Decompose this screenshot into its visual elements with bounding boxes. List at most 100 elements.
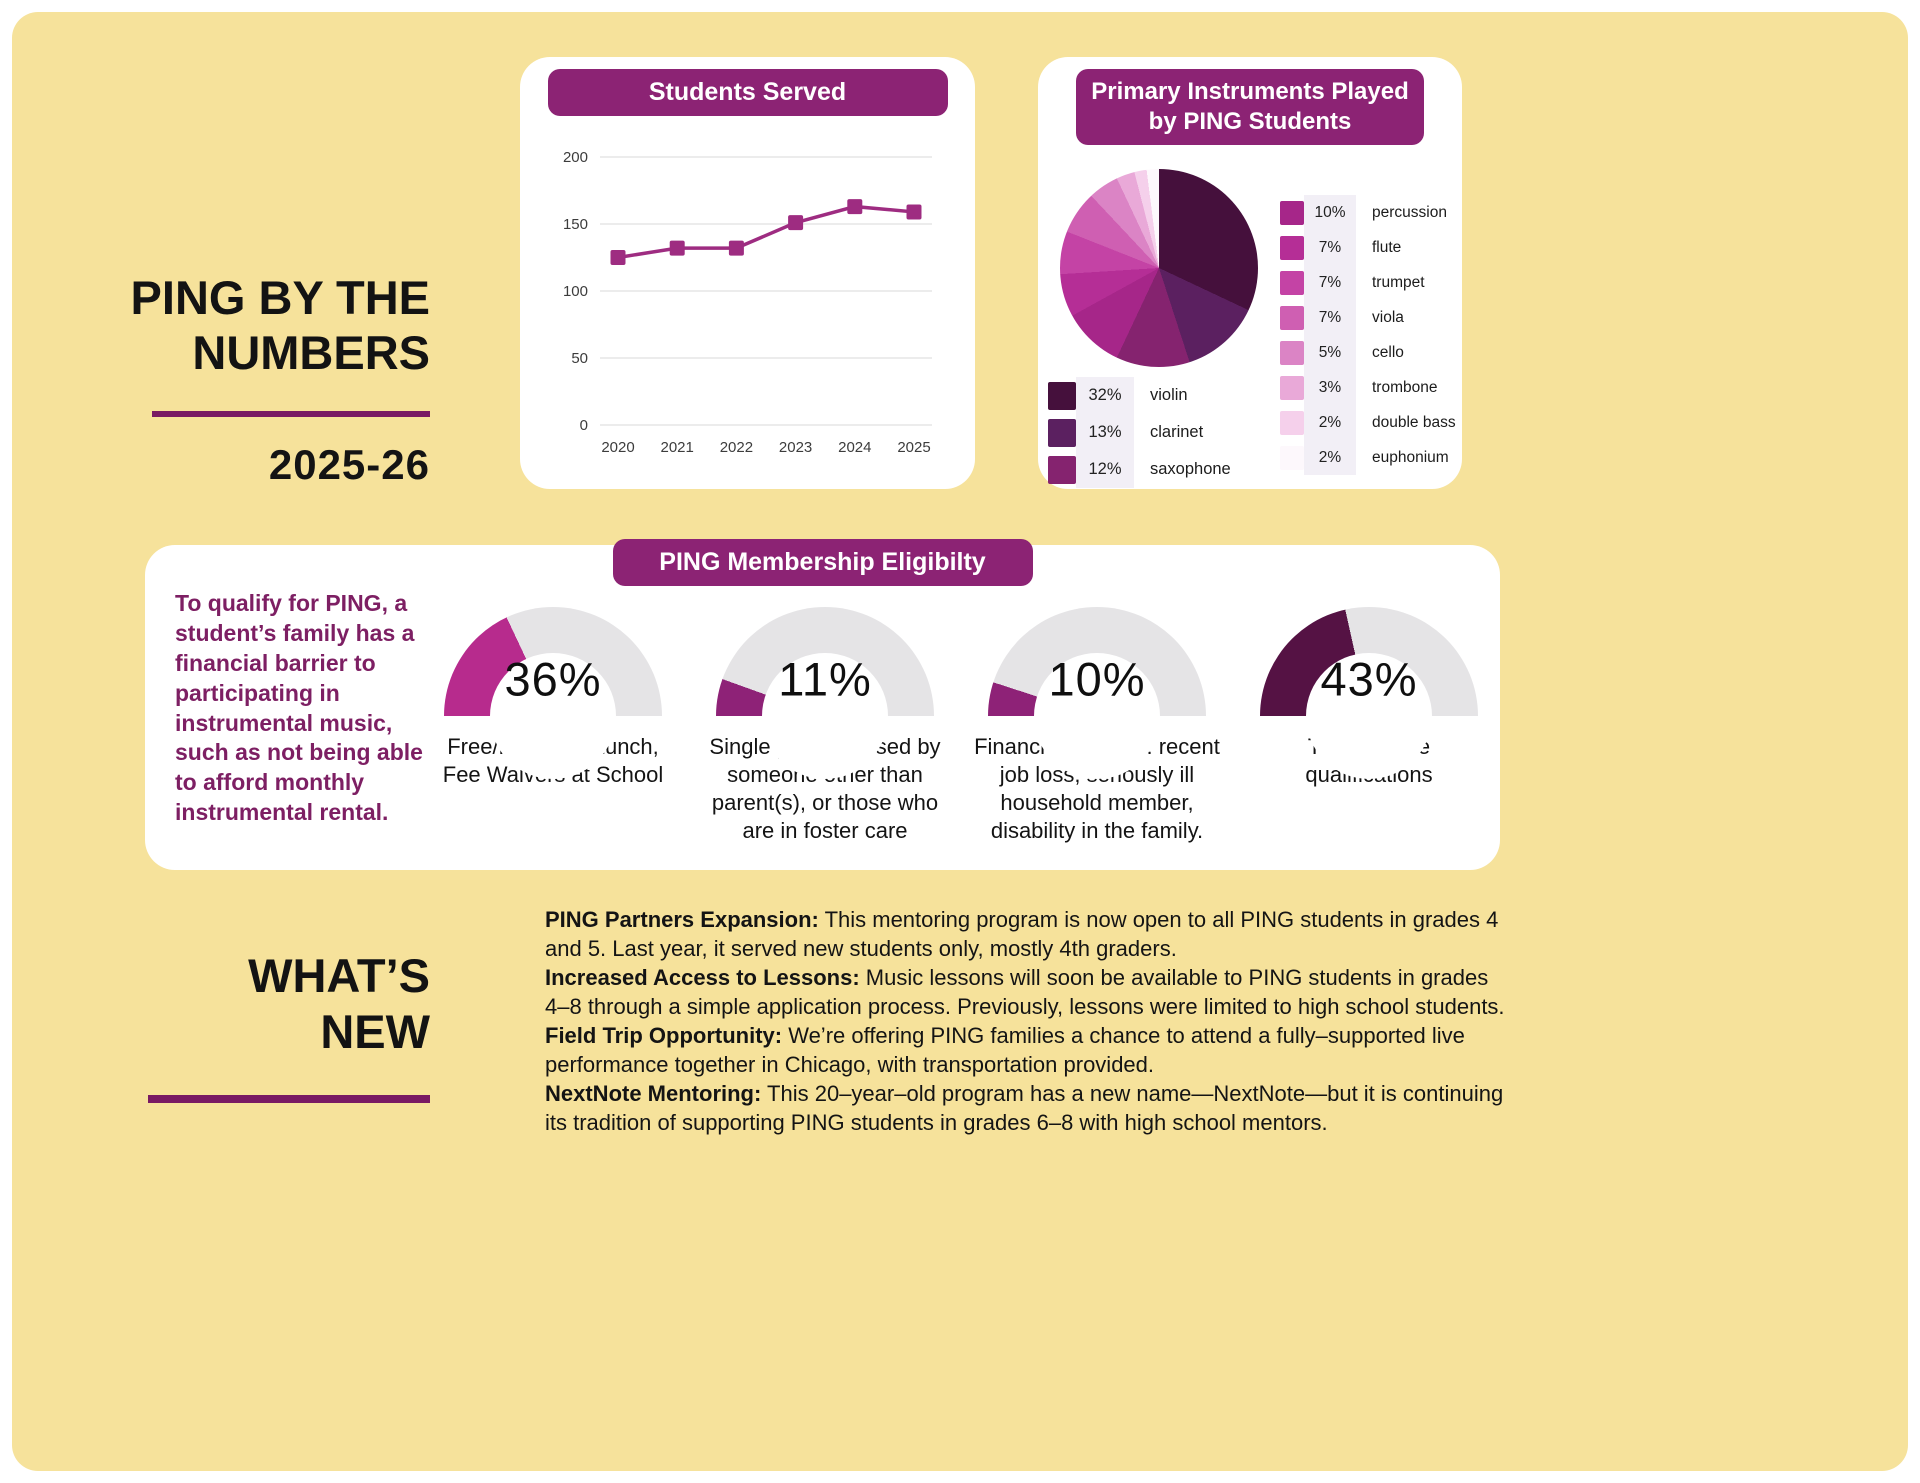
data-point-marker xyxy=(728,240,744,256)
news-item-lead: NextNote Mentoring: xyxy=(545,1081,762,1107)
gauge-arc: 10% xyxy=(988,607,1206,825)
legend-label: euphonium xyxy=(1372,448,1449,466)
y-axis-tick-label: 150 xyxy=(563,216,588,233)
x-axis-tick-label: 2021 xyxy=(661,439,694,456)
gauge-arc: 11% xyxy=(716,607,934,825)
gauge-hole xyxy=(1034,653,1160,779)
legend-swatch xyxy=(1280,410,1304,435)
data-point-marker xyxy=(788,215,804,231)
instruments-banner: Primary Instruments Played by PING Stude… xyxy=(1076,69,1424,145)
news-item-lead: Increased Access to Lessons: xyxy=(545,965,860,991)
legend-swatch xyxy=(1280,305,1304,330)
x-axis-tick-label: 2024 xyxy=(838,439,871,456)
gauge-percent: 43% xyxy=(1320,652,1418,706)
news-item: Increased Access to Lessons: Music lesso… xyxy=(545,965,1505,1020)
students-served-line xyxy=(617,204,915,260)
whats-new-block: WHAT’S NEW xyxy=(95,948,430,1103)
legend-label: cello xyxy=(1372,343,1404,361)
legend-label: trombone xyxy=(1372,378,1438,396)
gauge-hole xyxy=(1306,653,1432,779)
membership-banner: PING Membership Eligibilty xyxy=(612,539,1033,586)
legend-swatch xyxy=(1280,200,1304,225)
instruments-pie-chart xyxy=(1060,169,1258,367)
legend-percent: 13% xyxy=(1076,414,1134,451)
membership-eligibility-card: PING Membership Eligibilty To qualify fo… xyxy=(145,539,1500,870)
legend-percent: 7% xyxy=(1304,265,1356,300)
news-item-lead: Field Trip Opportunity: xyxy=(545,1023,783,1049)
legend-label: percussion xyxy=(1372,203,1447,221)
gauge-percent: 36% xyxy=(504,652,602,706)
title-underline xyxy=(152,410,430,417)
legend-item: 13% clarinet xyxy=(1048,414,1231,451)
legend-label: viola xyxy=(1372,308,1404,326)
gauge-arc: 36% xyxy=(444,607,662,825)
eligibility-gauge: 36%Free/Reduced Lunch, Fee Waivers at Sc… xyxy=(427,607,679,845)
y-axis-tick-label: 200 xyxy=(563,149,588,166)
news-item: Field Trip Opportunity: We’re offering P… xyxy=(545,1023,1465,1078)
legend-percent: 2% xyxy=(1304,405,1356,440)
eligibility-gauges-row: 36%Free/Reduced Lunch, Fee Waivers at Sc… xyxy=(427,607,1495,845)
legend-percent: 10% xyxy=(1304,195,1356,230)
legend-swatch xyxy=(1280,445,1304,470)
legend-swatch xyxy=(1280,340,1304,365)
gauge-percent: 11% xyxy=(778,652,872,706)
legend-item: 5% cello xyxy=(1280,335,1456,370)
legend-item: 2% euphonium xyxy=(1280,440,1456,475)
data-point-marker xyxy=(906,204,922,220)
legend-swatch xyxy=(1048,381,1076,410)
whats-new-underline xyxy=(148,1094,430,1103)
news-item-lead: PING Partners Expansion: xyxy=(545,907,819,932)
y-axis-tick-label: 0 xyxy=(580,417,588,434)
gauge-percent: 10% xyxy=(1048,652,1146,706)
legend-item: 10% percussion xyxy=(1280,195,1456,230)
instruments-card: Primary Instruments Played by PING Stude… xyxy=(1038,57,1462,489)
students-served-banner: Students Served xyxy=(547,69,948,116)
y-axis-tick-label: 100 xyxy=(563,283,588,300)
legend-swatch xyxy=(1280,235,1304,260)
legend-label: clarinet xyxy=(1150,423,1204,441)
whats-new-list: PING Partners Expansion: This mentoring … xyxy=(545,905,1510,1137)
legend-label: double bass xyxy=(1372,413,1456,431)
legend-percent: 32% xyxy=(1076,377,1134,414)
students-served-line-chart: 0 50 100 150 200 2020 2021 2022 2023 2024 2025 xyxy=(563,149,932,456)
membership-intro-text: To qualify for PING, a student’s family … xyxy=(175,590,423,826)
x-axis-tick-label: 2022 xyxy=(720,439,753,456)
whats-new-title: WHAT’S NEW xyxy=(248,949,430,1059)
gauge-hole xyxy=(490,653,616,779)
legend-percent: 7% xyxy=(1304,300,1356,335)
legend-percent: 2% xyxy=(1304,440,1356,475)
gauge-arc: 43% xyxy=(1260,607,1478,825)
x-axis-tick-label: 2025 xyxy=(897,439,930,456)
data-point-marker xyxy=(610,250,626,265)
legend-swatch xyxy=(1280,270,1304,295)
legend-label: trumpet xyxy=(1372,273,1425,291)
gauge-hole xyxy=(762,653,888,779)
legend-item: 7% viola xyxy=(1280,300,1456,335)
legend-swatch xyxy=(1280,375,1304,400)
legend-swatch xyxy=(1048,455,1076,484)
legend-label: violin xyxy=(1150,386,1188,404)
eligibility-gauge: 43%Two or more qualifications xyxy=(1243,607,1495,845)
news-item: PING Partners Expansion: This mentoring … xyxy=(545,907,1499,962)
data-point-marker xyxy=(847,199,863,215)
page-title: PING BY THE NUMBERS xyxy=(130,271,430,380)
pie-legend-primary: 32% violin 13% clarinet 12% saxophone xyxy=(1048,377,1231,488)
legend-item: 32% violin xyxy=(1048,377,1231,414)
legend-label: flute xyxy=(1372,238,1402,256)
legend-item: 2% double bass xyxy=(1280,405,1456,440)
news-item: NextNote Mentoring: This 20–year–old pro… xyxy=(545,1081,1504,1136)
legend-percent: 7% xyxy=(1304,230,1356,265)
y-axis-tick-label: 50 xyxy=(571,350,588,367)
hero-block: PING BY THE NUMBERS 2025-26 xyxy=(95,270,430,489)
legend-percent: 12% xyxy=(1076,451,1134,488)
legend-label: saxophone xyxy=(1150,460,1231,478)
students-served-card: Students Served 0 50 100 150 200 2020 2021 2022… xyxy=(520,57,975,489)
x-axis-tick-label: 2020 xyxy=(601,439,634,456)
data-point-marker xyxy=(669,240,685,256)
legend-item: 12% saxophone xyxy=(1048,451,1231,488)
legend-item: 3% trombone xyxy=(1280,370,1456,405)
pie-legend-secondary: 10% percussion 7% flute 7% trumpet 7% viola 5% ce… xyxy=(1280,195,1456,475)
legend-item: 7% trumpet xyxy=(1280,265,1456,300)
eligibility-gauge: 11%Single parent, raised by someone othe… xyxy=(699,607,951,845)
